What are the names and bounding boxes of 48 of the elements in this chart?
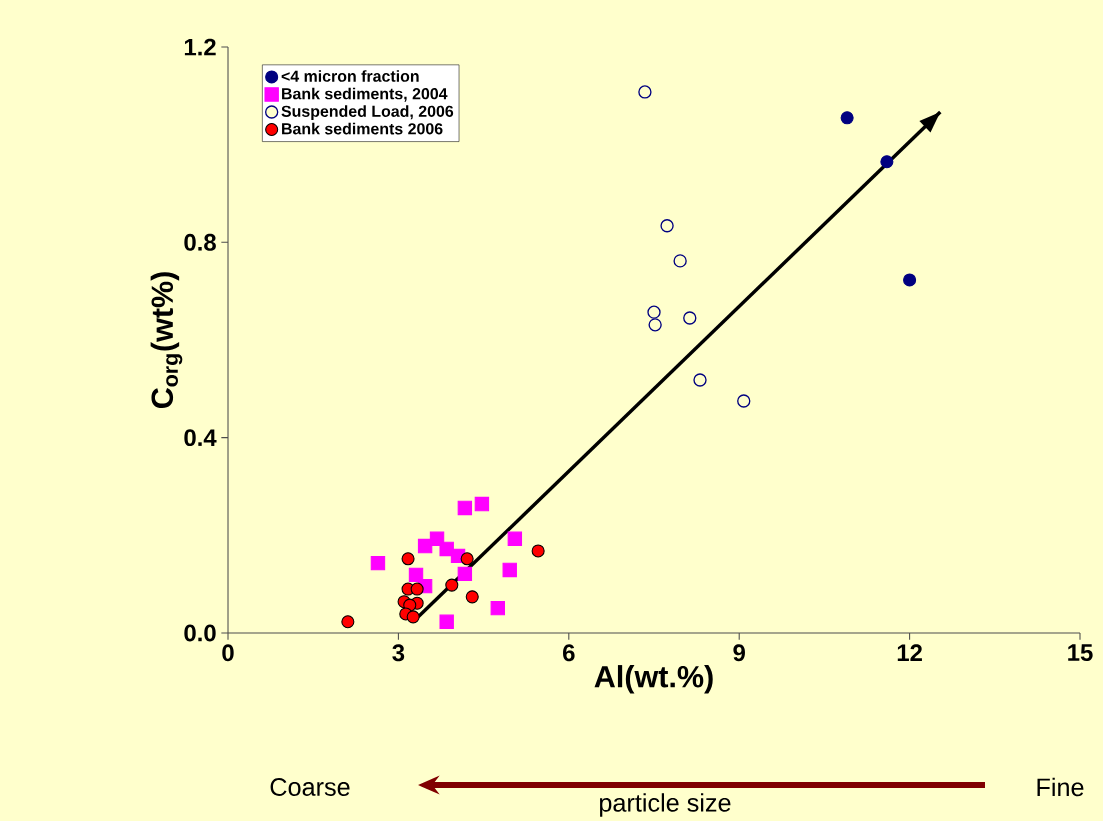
x-tick-label: 3 [392,644,405,662]
point [460,552,474,566]
y-tick-label: 0.8 [184,233,216,251]
x-tick-label: 0 [222,644,234,662]
y-axis-title: C$_{org}$(wt%) [150,272,183,408]
point [370,555,386,571]
point [490,600,506,616]
point [648,318,662,332]
point [647,305,661,319]
point [693,373,707,387]
point [457,500,473,516]
y-tick-label: 1.2 [184,38,216,56]
legend-label: Suspended Load, 2006 [281,105,454,120]
legend-label: <4 micron fraction [281,70,419,82]
point [683,311,697,325]
point [638,85,652,99]
point [410,582,424,596]
text: Fine [1037,777,1084,797]
point [474,496,490,512]
point [445,578,459,592]
legend-label: Bank sediments, 2004 [282,87,448,102]
x-tick-label: 6 [563,644,575,662]
point [880,155,894,169]
point [507,531,523,546]
y-tick-label: 0.0 [184,624,216,642]
x-tick-label: 12 [897,644,922,661]
x-axis-title: Al(wt.%) [594,665,713,694]
point [439,614,454,629]
point [439,541,454,557]
point [457,566,473,582]
point [673,254,687,268]
text: particle size [600,793,731,817]
point [341,615,355,629]
point [401,552,415,566]
point [737,394,751,408]
point [465,590,479,604]
text: Coarse [270,777,350,796]
point [502,562,517,578]
x-tick-label: 9 [733,644,745,662]
point [840,111,854,125]
point [531,544,545,558]
point [406,610,420,624]
point [903,273,917,287]
y-tick-label: 0.4 [184,429,217,447]
x-tick-label: 15 [1068,644,1093,661]
legend-label: Bank sediments 2006 [282,122,443,135]
point [660,218,674,233]
point [429,531,445,546]
